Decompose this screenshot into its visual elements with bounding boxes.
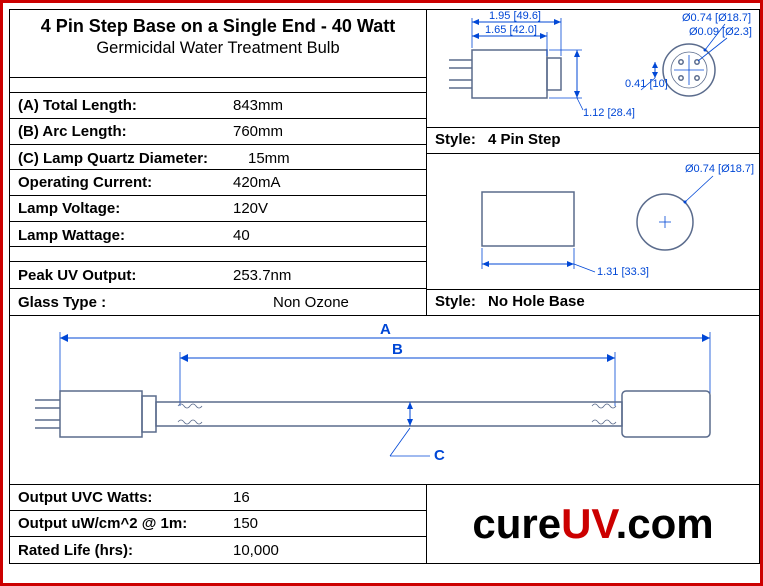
style-label: Style: — [435, 293, 476, 310]
row-current: Operating Current: 420mA — [10, 170, 426, 196]
specs-electrical: Operating Current: 420mA Lamp Voltage: 1… — [9, 169, 427, 247]
specs-output: Output UVC Watts: 16 Output uW/cm^2 @ 1m… — [9, 484, 427, 564]
style-label: Style: — [435, 131, 476, 148]
diagram-lamp: A B — [9, 315, 760, 485]
dim-d-pin: Ø0.09 [Ø2.3] — [689, 26, 752, 38]
label: Operating Current: — [18, 174, 233, 191]
label: Output uW/cm^2 @ 1m: — [18, 515, 233, 532]
label: Peak UV Output: — [18, 267, 233, 284]
label: (A) Total Length: — [18, 97, 233, 114]
logo-suffix: .com — [616, 500, 714, 547]
row-quartz-diameter: (C) Lamp Quartz Diameter: 15mm — [10, 145, 426, 171]
style-bar: Style: 4 Pin Step — [427, 127, 759, 153]
value: 843mm — [233, 97, 283, 114]
value: 150 — [233, 515, 258, 532]
logo-panel: cureUV.com — [426, 484, 760, 564]
logo-cure: cure — [472, 500, 561, 547]
blank-strip-1 — [9, 77, 427, 93]
end-cap-drawing: 1.31 [33.3] Ø0.74 [Ø18.7] — [427, 154, 761, 291]
label: Output UVC Watts: — [18, 489, 233, 506]
logo-uv: UV — [561, 500, 616, 547]
value: 15mm — [248, 150, 290, 167]
lamp-drawing: A B — [10, 316, 761, 486]
dim-pin-pitch: 0.41 [10] — [625, 78, 668, 90]
row-glass-type: Glass Type : Non Ozone — [10, 289, 426, 316]
label-a: A — [380, 321, 391, 338]
label: Glass Type : — [18, 294, 233, 311]
label: (B) Arc Length: — [18, 123, 233, 140]
row-peak-uv: Peak UV Output: 253.7nm — [10, 262, 426, 289]
row-rated-life: Rated Life (hrs): 10,000 — [10, 537, 426, 563]
value: 420mA — [233, 174, 281, 191]
value: 760mm — [233, 123, 283, 140]
dim-w1: 1.95 [49.6] — [489, 10, 541, 22]
dim-d-outer: Ø0.74 [Ø18.7] — [682, 12, 751, 24]
row-voltage: Lamp Voltage: 120V — [10, 196, 426, 222]
row-total-length: (A) Total Length: 843mm — [10, 93, 426, 119]
dim-w: 1.31 [33.3] — [597, 266, 649, 278]
diagram-pin-base: 1.95 [49.6] 1.65 [42.0] 1.12 [28.4] — [426, 9, 760, 154]
row-uw-cm2: Output uW/cm^2 @ 1m: 150 — [10, 511, 426, 537]
dim-d: Ø0.74 [Ø18.7] — [685, 163, 754, 175]
value: 10,000 — [233, 542, 279, 559]
value: 40 — [233, 227, 250, 244]
row-arc-length: (B) Arc Length: 760mm — [10, 119, 426, 145]
logo: cureUV.com — [472, 500, 713, 548]
label-c: C — [434, 447, 445, 464]
spec-sheet: cureUV.com 4 Pin Step Base on a Single E… — [0, 0, 763, 586]
title-main: 4 Pin Step Base on a Single End - 40 Wat… — [10, 16, 426, 37]
label-b: B — [392, 341, 403, 358]
label: Rated Life (hrs): — [18, 542, 233, 559]
row-uvc-watts: Output UVC Watts: 16 — [10, 485, 426, 511]
diagram-end-cap: 1.31 [33.3] Ø0.74 [Ø18.7] Style: No Hole… — [426, 153, 760, 316]
value: 120V — [233, 200, 268, 217]
value: 253.7nm — [233, 267, 291, 284]
dim-h: 1.12 [28.4] — [583, 107, 635, 119]
dim-w2: 1.65 [42.0] — [485, 24, 537, 36]
style-bar: Style: No Hole Base — [427, 289, 759, 315]
row-wattage: Lamp Wattage: 40 — [10, 222, 426, 248]
title-panel: 4 Pin Step Base on a Single End - 40 Wat… — [9, 9, 427, 81]
value: Non Ozone — [273, 294, 349, 311]
title-sub: Germicidal Water Treatment Bulb — [10, 39, 426, 58]
label: Lamp Voltage: — [18, 200, 233, 217]
blank-strip-2 — [9, 246, 427, 262]
specs-dimensions: (A) Total Length: 843mm (B) Arc Length: … — [9, 92, 427, 170]
value: 16 — [233, 489, 250, 506]
style-value: 4 Pin Step — [488, 131, 561, 148]
style-value: No Hole Base — [488, 293, 585, 310]
pin-base-drawing: 1.95 [49.6] 1.65 [42.0] 1.12 [28.4] — [427, 10, 761, 129]
specs-uv: Peak UV Output: 253.7nm Glass Type : Non… — [9, 261, 427, 316]
label: (C) Lamp Quartz Diameter: — [18, 150, 248, 167]
label: Lamp Wattage: — [18, 227, 233, 244]
